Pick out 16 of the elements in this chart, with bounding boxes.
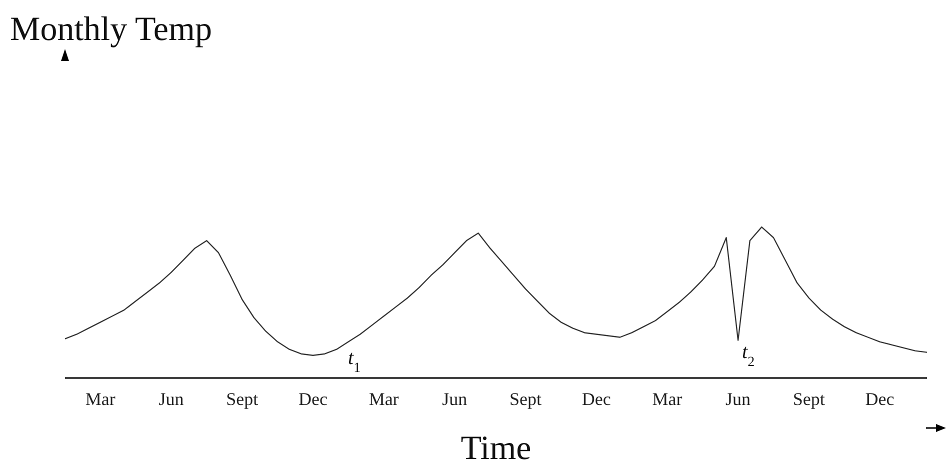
x-tick-label: Dec <box>298 388 328 409</box>
x-tick-label: Mar <box>368 388 399 409</box>
x-tick-label: Mar <box>85 388 116 409</box>
annotation: t$_{1}$ <box>348 347 361 376</box>
x-tick-label: Dec <box>865 388 894 409</box>
x-tick-label: Mar <box>652 388 682 409</box>
x-tick-label: Jun <box>726 388 751 409</box>
x-tick-label: Dec <box>582 388 611 409</box>
x-tick-label: Sept <box>510 388 542 409</box>
x-tick-label: Jun <box>158 388 184 409</box>
text: Monthly Temp <box>10 11 212 48</box>
x-tick-label: Jun <box>442 388 468 409</box>
x-tick-label: Sept <box>226 388 258 409</box>
x-tick-label: Sept <box>792 388 825 409</box>
x-axis-title: Time <box>460 430 532 465</box>
annotation: t$_{2}$ <box>742 341 755 370</box>
